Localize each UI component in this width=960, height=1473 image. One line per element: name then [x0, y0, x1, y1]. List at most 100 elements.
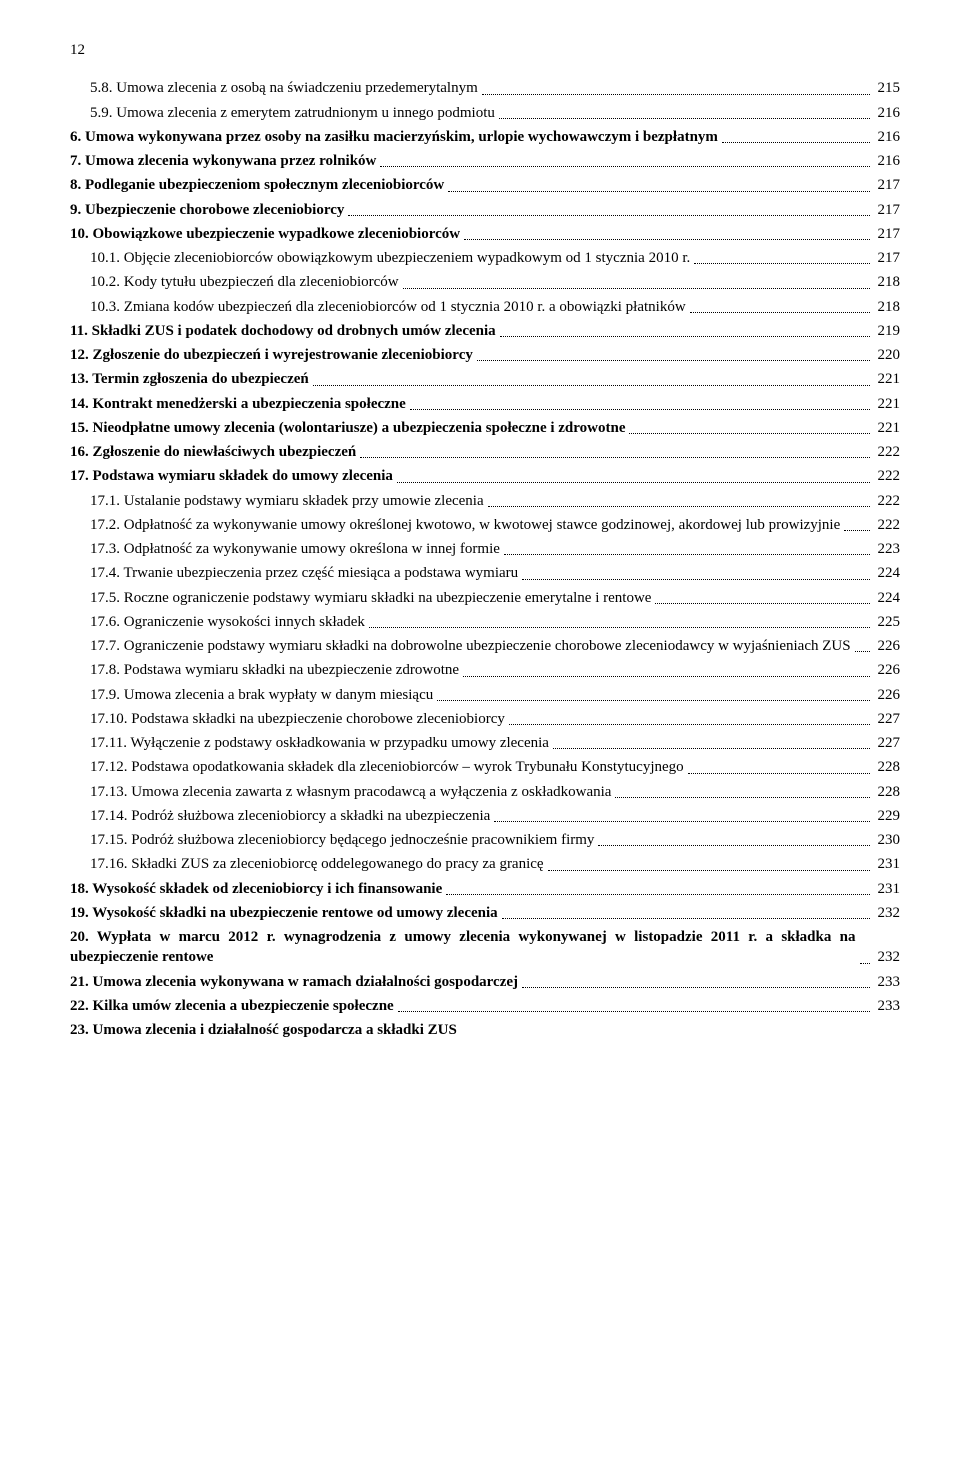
- toc-entry: 17.6. Ograniczenie wysokości innych skła…: [70, 612, 900, 632]
- toc-entry-text: 17.13. Umowa zlecenia zawarta z własnym …: [90, 782, 611, 802]
- toc-entry-text: 6. Umowa wykonywana przez osoby na zasił…: [70, 127, 718, 147]
- toc-entry: 6. Umowa wykonywana przez osoby na zasił…: [70, 127, 900, 147]
- toc-entry-page: 220: [874, 345, 901, 365]
- toc-leader: [403, 276, 870, 289]
- toc-leader: [615, 785, 869, 798]
- toc-entry-page: 222: [874, 491, 901, 511]
- toc-entry-text: 7. Umowa zlecenia wykonywana przez rolni…: [70, 151, 376, 171]
- toc-entry-page: 229: [874, 806, 901, 826]
- toc-leader: [598, 833, 869, 846]
- toc-entry-page: 223: [874, 539, 901, 559]
- page-number: 12: [70, 40, 900, 60]
- toc-entry: 17. Podstawa wymiaru składek do umowy zl…: [70, 466, 900, 486]
- toc-entry: 5.8. Umowa zlecenia z osobą na świadczen…: [70, 78, 900, 98]
- toc-entry-page: 217: [874, 224, 901, 244]
- toc-entry: 17.16. Składki ZUS za zleceniobiorcę odd…: [70, 854, 900, 874]
- toc-entry: 17.8. Podstawa wymiaru składki na ubezpi…: [70, 660, 900, 680]
- toc-leader: [369, 615, 870, 628]
- toc-leader: [464, 227, 869, 240]
- toc-leader: [722, 130, 870, 143]
- toc-entry-page: 233: [874, 996, 901, 1016]
- toc-entry: 17.11. Wyłączenie z podstawy oskładkowan…: [70, 733, 900, 753]
- toc-entry-text: 17.14. Podróż służbowa zleceniobiorcy a …: [90, 806, 490, 826]
- toc-entry-text: 17.5. Roczne ograniczenie podstawy wymia…: [90, 588, 651, 608]
- toc-entry-text: 5.8. Umowa zlecenia z osobą na świadczen…: [90, 78, 478, 98]
- toc-entry: 13. Termin zgłoszenia do ubezpieczeń221: [70, 369, 900, 389]
- toc-entry-text: 17.16. Składki ZUS za zleceniobiorcę odd…: [90, 854, 544, 874]
- toc-entry: 21. Umowa zlecenia wykonywana w ramach d…: [70, 972, 900, 992]
- toc-leader: [380, 154, 869, 167]
- toc-entry-page: 216: [874, 127, 901, 147]
- toc-entry-page: 219: [874, 321, 901, 341]
- toc-leader: [313, 373, 870, 386]
- toc-leader: [500, 324, 870, 337]
- toc-entry: 10.2. Kody tytułu ubezpieczeń dla zlecen…: [70, 272, 900, 292]
- toc-entry-text: 23. Umowa zlecenia i działalność gospoda…: [70, 1020, 457, 1040]
- toc-entry: 17.4. Trwanie ubezpieczenia przez część …: [70, 563, 900, 583]
- toc-entry-text: 17. Podstawa wymiaru składek do umowy zl…: [70, 466, 393, 486]
- toc-entry-text: 9. Ubezpieczenie chorobowe zleceniobiorc…: [70, 200, 344, 220]
- toc-entry: 23. Umowa zlecenia i działalność gospoda…: [70, 1020, 900, 1040]
- toc-leader: [504, 542, 870, 555]
- toc-entry: 10.3. Zmiana kodów ubezpieczeń dla zlece…: [70, 297, 900, 317]
- toc-leader: [502, 906, 870, 919]
- toc-entry: 17.3. Odpłatność za wykonywanie umowy ok…: [70, 539, 900, 559]
- toc-entry-text: 19. Wysokość składki na ubezpieczenie re…: [70, 903, 498, 923]
- toc-entry: 20. Wypłata w marcu 2012 r. wynagrodzeni…: [70, 927, 900, 968]
- toc-entry-text: 10.1. Objęcie zleceniobiorców obowiązkow…: [90, 248, 690, 268]
- toc-leader: [499, 106, 870, 119]
- toc-leader: [410, 397, 870, 410]
- toc-entry: 12. Zgłoszenie do ubezpieczeń i wyrejest…: [70, 345, 900, 365]
- toc-entry-page: 228: [874, 782, 901, 802]
- toc-entry-text: 17.15. Podróż służbowa zleceniobiorcy bę…: [90, 830, 594, 850]
- toc-entry-text: 17.8. Podstawa wymiaru składki na ubezpi…: [90, 660, 459, 680]
- toc-leader: [477, 348, 870, 361]
- toc-entry-page: 225: [874, 612, 901, 632]
- toc-leader: [397, 470, 870, 483]
- toc-entry: 17.12. Podstawa opodatkowania składek dl…: [70, 757, 900, 777]
- toc-entry: 17.5. Roczne ograniczenie podstawy wymia…: [70, 588, 900, 608]
- toc-entry: 5.9. Umowa zlecenia z emerytem zatrudnio…: [70, 103, 900, 123]
- toc-entry-text: 17.11. Wyłączenie z podstawy oskładkowan…: [90, 733, 549, 753]
- toc-entry-text: 15. Nieodpłatne umowy zlecenia (wolontar…: [70, 418, 625, 438]
- toc-leader: [494, 809, 869, 822]
- toc-leader: [629, 421, 869, 434]
- toc-entry-page: 224: [874, 563, 901, 583]
- toc-entry: 17.15. Podróż służbowa zleceniobiorcy bę…: [70, 830, 900, 850]
- toc-entry-text: 17.1. Ustalanie podstawy wymiaru składek…: [90, 491, 484, 511]
- toc-entry: 17.10. Podstawa składki na ubezpieczenie…: [70, 709, 900, 729]
- toc-leader: [488, 494, 870, 507]
- toc-entry: 10. Obowiązkowe ubezpieczenie wypadkowe …: [70, 224, 900, 244]
- toc-entry: 7. Umowa zlecenia wykonywana przez rolni…: [70, 151, 900, 171]
- toc-entry-text: 22. Kilka umów zlecenia a ubezpieczenie …: [70, 996, 394, 1016]
- toc-entry: 9. Ubezpieczenie chorobowe zleceniobiorc…: [70, 200, 900, 220]
- toc-leader: [448, 179, 869, 192]
- toc-leader: [398, 999, 870, 1012]
- toc-entry-text: 16. Zgłoszenie do niewłaściwych ubezpiec…: [70, 442, 356, 462]
- toc-entry-text: 20. Wypłata w marcu 2012 r. wynagrodzeni…: [70, 927, 856, 968]
- toc-entry-page: 226: [874, 636, 901, 656]
- toc-entry-text: 17.10. Podstawa składki na ubezpieczenie…: [90, 709, 505, 729]
- toc-entry-page: 231: [874, 854, 901, 874]
- toc-entry-text: 13. Termin zgłoszenia do ubezpieczeń: [70, 369, 309, 389]
- toc-entry-text: 17.2. Odpłatność za wykonywanie umowy ok…: [90, 515, 840, 535]
- toc-entry-page: 230: [874, 830, 901, 850]
- toc-entry-page: 221: [874, 418, 901, 438]
- toc-entry-text: 17.6. Ograniczenie wysokości innych skła…: [90, 612, 365, 632]
- toc-entry-text: 18. Wysokość składek od zleceniobiorcy i…: [70, 879, 442, 899]
- toc-entry: 17.1. Ustalanie podstawy wymiaru składek…: [70, 491, 900, 511]
- toc-leader: [522, 975, 869, 988]
- toc-entry-text: 17.9. Umowa zlecenia a brak wypłaty w da…: [90, 685, 433, 705]
- toc-entry-page: 216: [874, 151, 901, 171]
- toc-entry-text: 5.9. Umowa zlecenia z emerytem zatrudnio…: [90, 103, 495, 123]
- toc-leader: [690, 300, 870, 313]
- toc-entry: 17.9. Umowa zlecenia a brak wypłaty w da…: [70, 685, 900, 705]
- toc-entry: 14. Kontrakt menedżerski a ubezpieczenia…: [70, 394, 900, 414]
- toc-entry-page: 227: [874, 709, 901, 729]
- toc-entry-text: 17.12. Podstawa opodatkowania składek dl…: [90, 757, 684, 777]
- table-of-contents: 5.8. Umowa zlecenia z osobą na świadczen…: [70, 78, 900, 1040]
- toc-entry-text: 10.2. Kody tytułu ubezpieczeń dla zlecen…: [90, 272, 399, 292]
- toc-entry-page: 218: [874, 297, 901, 317]
- toc-entry-text: 12. Zgłoszenie do ubezpieczeń i wyrejest…: [70, 345, 473, 365]
- toc-entry-page: 217: [874, 200, 901, 220]
